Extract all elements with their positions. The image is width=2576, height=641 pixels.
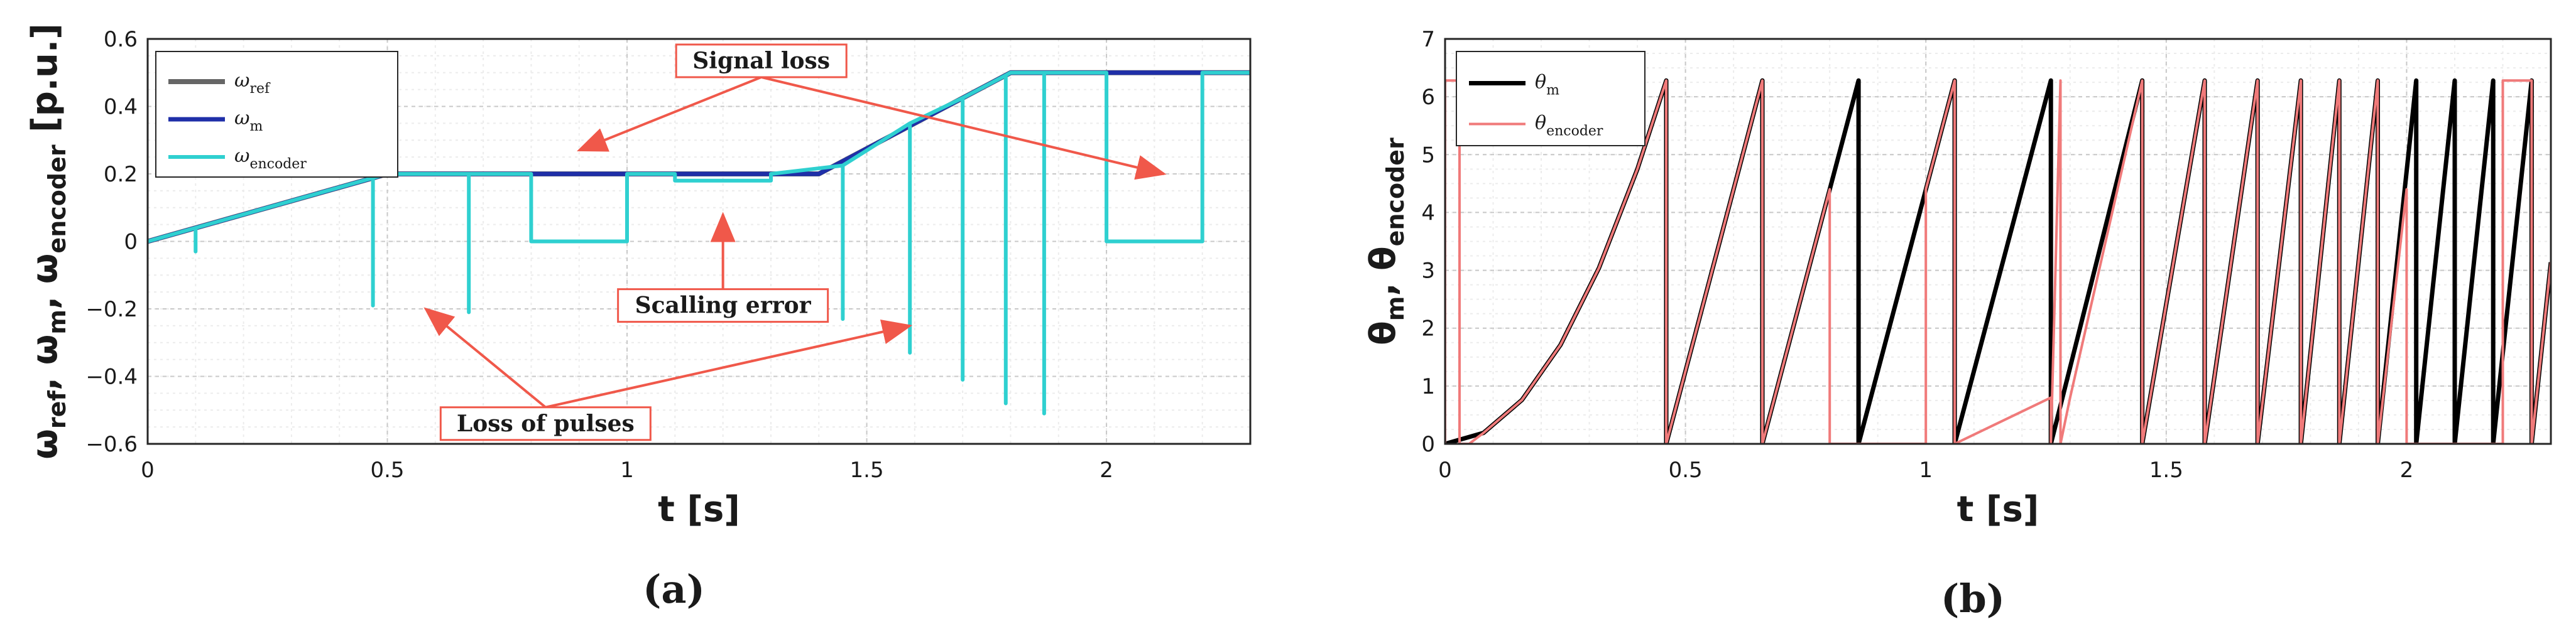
y-tick-label: 4: [1421, 200, 1435, 225]
y-tick-label: 0: [1421, 432, 1435, 457]
annotation-box: [675, 43, 848, 78]
y-axis-label-part: , θ: [1363, 246, 1404, 296]
legend-entry-subscript: encoder: [1546, 124, 1603, 139]
y-tick-label: 1: [1421, 374, 1435, 399]
x-axis-label: t [s]: [658, 489, 740, 530]
annotation-arrow: [545, 319, 913, 409]
legend-entry: ωencoder: [234, 145, 307, 172]
y-tick-label: 5: [1421, 143, 1435, 168]
panel-label: (b): [1941, 576, 2005, 622]
legend-entry-subscript: m: [1546, 83, 1559, 99]
legend-entry-subscript: ref: [249, 81, 271, 97]
annotation: Scalling error: [617, 212, 829, 323]
y-tick-label: 7: [1421, 27, 1435, 52]
y-axis-label-part: [p.u.]: [25, 23, 65, 144]
annotation: Loss of pulses: [423, 307, 913, 441]
x-tick-label: 0.5: [1669, 458, 1703, 483]
y-axis-label: ωref, ωm, ωencoder [p.u.]: [25, 23, 71, 460]
y-axis-label-part: ref: [43, 391, 71, 429]
y-tick-label: 0.4: [104, 95, 138, 120]
x-axis-label: t [s]: [1957, 489, 2039, 530]
annotation-text: Signal loss: [692, 48, 830, 74]
x-tick-label: 0.5: [370, 458, 404, 483]
annotation-arrow: [577, 76, 762, 152]
legend-entry-symbol: ω: [234, 145, 249, 167]
legend-entry-symbol: θ: [1535, 72, 1546, 94]
x-tick-label: 2: [1100, 458, 1113, 483]
x-tick-label: 0: [1438, 458, 1452, 483]
y-axis-label-part: , ω: [25, 254, 65, 310]
y-axis-label-part: encoder: [43, 144, 71, 253]
y-tick-label: 0.6: [104, 27, 138, 52]
plot-area-frame: [1444, 38, 2552, 445]
legend-entry-subscript: encoder: [249, 156, 307, 172]
y-axis-label-part: m: [43, 310, 71, 335]
legend-box: [1456, 51, 1645, 146]
legend-entry-symbol: ω: [234, 70, 249, 92]
y-tick-label: 0: [124, 230, 138, 255]
annotation-arrow: [761, 75, 1167, 180]
panel-label: (a): [643, 566, 705, 612]
annotation-text: Scalling error: [635, 293, 812, 319]
x-tick-label: 2: [2400, 458, 2414, 483]
chart-a: 0 0.5 1 1.5 2−0.6−0.4−0.200.20.40.6t [s]ωref…: [25, 23, 1252, 612]
y-axis-label-part: m: [1382, 296, 1409, 321]
y-axis-label-part: θ: [1363, 321, 1404, 345]
legend-entry-symbol: θ: [1535, 112, 1546, 134]
y-tick-label: 6: [1421, 85, 1435, 110]
y-tick-label: −0.6: [85, 432, 138, 457]
annotation-arrow: [423, 307, 547, 409]
y-tick-label: −0.4: [85, 365, 138, 390]
y-tick-label: −0.2: [85, 297, 138, 322]
y-axis-label: θm, θencoder: [1363, 137, 1409, 345]
y-tick-label: 2: [1421, 316, 1435, 342]
annotation-box: [439, 406, 652, 441]
x-tick-label: 0: [141, 458, 155, 483]
y-axis-label-part: , ω: [25, 335, 65, 391]
annotation-text: Loss of pulses: [457, 411, 635, 437]
legend-entry: θencoder: [1535, 112, 1603, 139]
annotation-box: [617, 288, 829, 323]
y-tick-label: 0.2: [104, 162, 138, 187]
y-axis-label-part: encoder: [1382, 137, 1409, 246]
legend-entry: θm: [1535, 72, 1559, 99]
legend-entry: ωm: [234, 107, 263, 134]
annotation: Signal loss: [577, 43, 1167, 180]
legend-entry-subscript: m: [249, 119, 263, 134]
y-axis-label-part: ω: [25, 429, 65, 460]
y-tick-label: 3: [1421, 259, 1435, 284]
x-tick-label: 1: [1919, 458, 1933, 483]
x-tick-label: 1: [620, 458, 634, 483]
legend-entry: ωref: [234, 70, 271, 97]
x-tick-label: 1.5: [2149, 458, 2183, 483]
series-line-encoder: [1445, 79, 2551, 444]
x-tick-label: 1.5: [850, 458, 884, 483]
legend-entry-symbol: ω: [234, 107, 249, 129]
plot-area-frame: [146, 38, 1252, 445]
